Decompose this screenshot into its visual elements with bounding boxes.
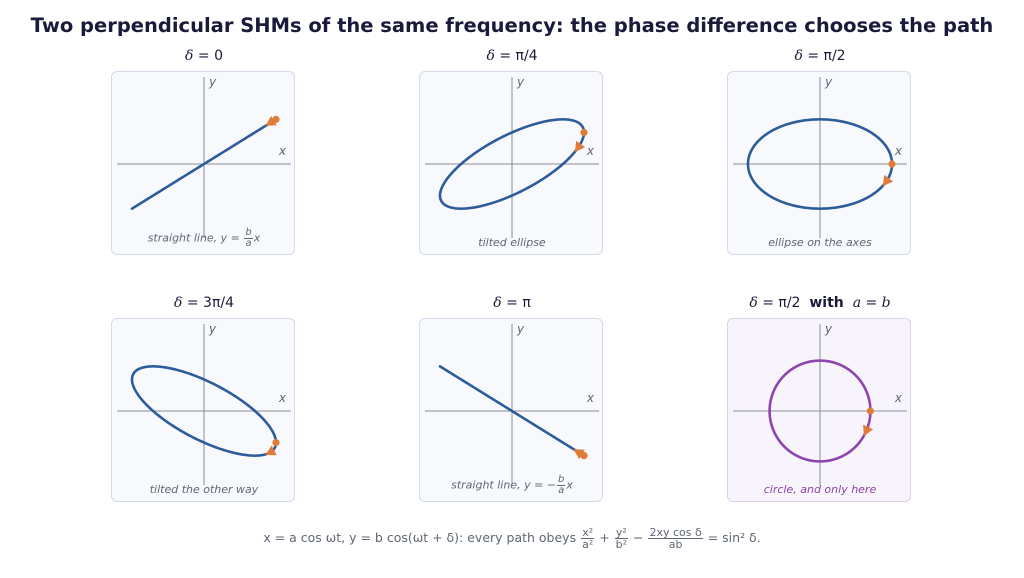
y-axis-label: y	[824, 322, 833, 336]
caption-straight-line-negative: straight line, y = − b a x	[451, 474, 573, 496]
y-axis-label: y	[824, 75, 833, 89]
path-plot: xy	[425, 322, 599, 485]
x-axis-label: x	[894, 144, 903, 158]
caption-circle: circle, and only here	[763, 483, 877, 496]
start-point	[866, 407, 874, 415]
direction-arrow	[574, 140, 586, 153]
start-point	[888, 160, 896, 168]
trajectory	[438, 365, 586, 457]
x-axis-label: x	[586, 144, 595, 158]
panel-title-delta-0: δ = 0	[185, 48, 223, 64]
path-plot: xy	[117, 75, 291, 238]
direction-arrow	[882, 174, 894, 187]
trajectory	[438, 118, 586, 210]
direction-arrow	[573, 449, 585, 460]
trajectory	[746, 118, 894, 210]
x-axis-label: x	[894, 391, 903, 405]
panel-title-delta-pi: δ = π	[493, 295, 531, 311]
caption-tilted-ellipse: tilted ellipse	[478, 236, 546, 249]
footer-equation: x = a cos ωt, y = b cos(ωt + δ): every p…	[263, 526, 761, 551]
trajectory	[130, 365, 278, 457]
panel-title-delta-pi-2: δ = π/2	[794, 48, 846, 64]
trajectory	[130, 118, 278, 210]
x-axis-label: x	[278, 144, 287, 158]
start-point	[272, 438, 280, 447]
panel-title-delta-pi-4: δ = π/4	[486, 48, 538, 64]
direction-arrow	[265, 115, 277, 126]
trajectory	[768, 359, 872, 463]
start-point	[580, 128, 588, 137]
path-plot: xy	[733, 75, 907, 238]
y-axis-label: y	[516, 322, 525, 336]
page-title: Two perpendicular SHMs of the same frequ…	[30, 14, 994, 37]
path-plot: xy	[733, 322, 907, 485]
path-plot: xy	[117, 322, 291, 485]
x-axis-label: x	[278, 391, 287, 405]
y-axis-label: y	[208, 75, 217, 89]
y-axis-label: y	[516, 75, 525, 89]
direction-arrow	[863, 424, 874, 437]
caption-ellipse-on-axes: ellipse on the axes	[768, 236, 872, 249]
y-axis-label: y	[208, 322, 217, 336]
direction-arrow	[265, 445, 277, 456]
panel-title-delta-3pi-4: δ = 3π/4	[173, 295, 235, 311]
x-axis-label: x	[586, 391, 595, 405]
path-plot: xy	[425, 75, 599, 238]
caption-tilted-other-way: tilted the other way	[149, 483, 259, 496]
panel-title-circle: δ = π/2 with a = b	[749, 295, 891, 311]
